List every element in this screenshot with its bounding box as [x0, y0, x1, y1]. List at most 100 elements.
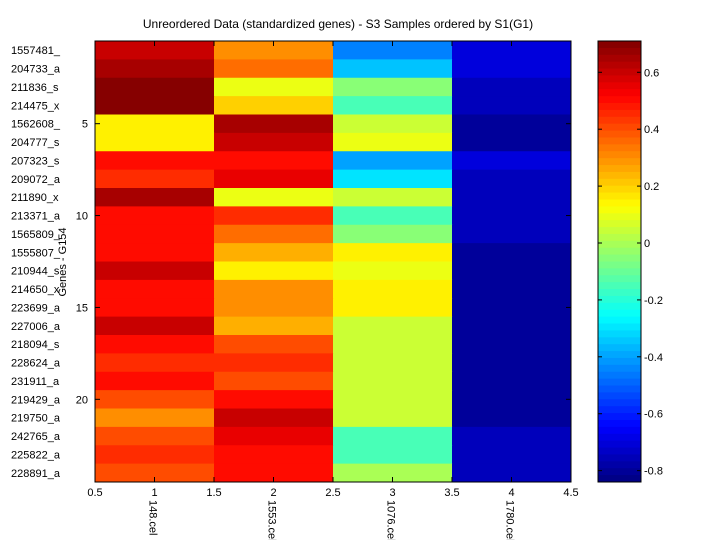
y-tick-label: 10 — [76, 211, 88, 223]
heatmap-cell — [333, 224, 453, 244]
heatmap-cell — [452, 335, 572, 354]
colorbar-tick-label: -0.6 — [644, 409, 663, 421]
heatmap-cell — [452, 426, 572, 446]
heatmap-cell — [333, 132, 453, 152]
row-label: 1562608_ — [11, 119, 61, 131]
heatmap-cell — [95, 463, 215, 483]
row-label: 214650_x — [11, 284, 60, 296]
heatmap-cell — [214, 298, 334, 318]
row-label: 231911_a — [11, 376, 60, 388]
colorbar-segment — [598, 144, 641, 152]
heatmap-cell — [95, 151, 215, 171]
colorbar-segment — [598, 440, 641, 449]
colorbar-segment — [598, 227, 641, 235]
colorbar-segment — [598, 275, 641, 283]
heatmap-cell — [452, 132, 572, 152]
heatmap-cell — [214, 408, 334, 428]
heatmap-cell — [214, 206, 334, 226]
heatmap-cell — [452, 59, 572, 79]
colorbar-segment — [598, 75, 641, 83]
heatmap-cell — [333, 169, 453, 189]
heatmap-cell — [95, 371, 215, 391]
colorbar-segment — [598, 316, 641, 325]
colorbar-tick-label: 0 — [644, 238, 650, 250]
row-label: 207323_s — [11, 155, 60, 167]
y-tick-label: 15 — [76, 302, 88, 314]
heatmap-cell — [333, 298, 453, 318]
heatmap-cell — [452, 151, 572, 171]
heatmap-cell — [452, 243, 572, 263]
colorbar-segment — [598, 165, 641, 173]
colorbar-segment — [598, 185, 641, 194]
row-label: 204777_s — [11, 137, 60, 149]
colorbar-segment — [598, 220, 641, 228]
heatmap-cell — [333, 408, 453, 428]
colorbar-tick-label: 0.4 — [644, 124, 659, 136]
colorbar-segment — [598, 330, 641, 338]
row-label: 219429_a — [11, 394, 61, 406]
x-category-label: 148.cel — [147, 500, 159, 535]
colorbar-tick-label: -0.2 — [644, 295, 663, 307]
x-axis: 0.5 1 1.5 2 2.5 3 3.5 4 4.5 — [87, 41, 579, 499]
heatmap-cell — [452, 279, 572, 299]
x-tick-label: 2.5 — [325, 487, 340, 499]
x-tick-label: 1 — [151, 487, 157, 499]
x-tick-label: 4 — [508, 487, 514, 499]
heatmap-cell — [333, 188, 453, 207]
heatmap-cell — [95, 224, 215, 244]
heatmap-cell — [333, 261, 453, 281]
heatmap-cell — [95, 390, 215, 410]
x-category-labels: 148.cel 1553.cel 1076.cel 1780.cel — [147, 500, 516, 540]
row-label: 228624_a — [11, 358, 61, 370]
colorbar-segment — [598, 399, 641, 407]
heatmap-cell — [95, 426, 215, 446]
heatmap-cell — [333, 41, 453, 60]
row-label: 218094_s — [11, 339, 60, 351]
chart-title: Unreordered Data (standardized genes) - … — [143, 17, 533, 31]
colorbar-segment — [598, 295, 641, 304]
colorbar-segment — [598, 351, 641, 359]
heatmap-cell — [214, 224, 334, 244]
colorbar-segment — [598, 233, 641, 242]
colorbar-segment — [598, 151, 641, 159]
colorbar-segment — [598, 68, 641, 76]
colorbar-segment — [598, 61, 641, 70]
heatmap-cell — [333, 243, 453, 263]
x-tick-label: 2 — [270, 487, 276, 499]
heatmap-cell — [333, 390, 453, 410]
colorbar-segment — [598, 192, 641, 200]
heatmap-cell — [95, 335, 215, 354]
heatmap-cell — [95, 206, 215, 226]
heatmap-cell — [214, 335, 334, 354]
heatmap-cell — [214, 188, 334, 207]
heatmap-cell — [333, 426, 453, 446]
heatmap-cell — [333, 279, 453, 299]
x-category-label: 1553.cel — [266, 500, 278, 540]
heatmap-cell — [214, 41, 334, 60]
colorbar-segment — [598, 109, 641, 118]
colorbar: 0.6 0.4 0.2 0 -0.2 -0.4 -0.6 -0.8 — [597, 40, 663, 483]
heatmap-cell — [95, 298, 215, 318]
x-tick-label: 3.5 — [444, 487, 459, 499]
heatmap-cell — [333, 206, 453, 226]
heatmap-cell — [95, 445, 215, 465]
colorbar-segment — [598, 406, 641, 414]
colorbar-tick-label: 0.2 — [644, 181, 659, 193]
colorbar-segment — [598, 461, 641, 469]
heatmap-cell — [333, 114, 453, 134]
colorbar-segment — [598, 213, 641, 221]
heatmap-cell — [333, 445, 453, 465]
heatmap-cell — [214, 132, 334, 152]
y-tick-label: 5 — [82, 119, 88, 131]
heatmap-cell — [452, 408, 572, 428]
colorbar-segment — [598, 419, 641, 428]
heatmap-cell — [95, 261, 215, 281]
colorbar-segment — [598, 116, 641, 125]
row-label: 204733_a — [11, 64, 61, 76]
colorbar-tick-label: -0.8 — [644, 466, 663, 478]
colorbar-segment — [598, 268, 641, 276]
heatmap-cell — [214, 426, 334, 446]
heatmap-cell — [214, 77, 334, 97]
